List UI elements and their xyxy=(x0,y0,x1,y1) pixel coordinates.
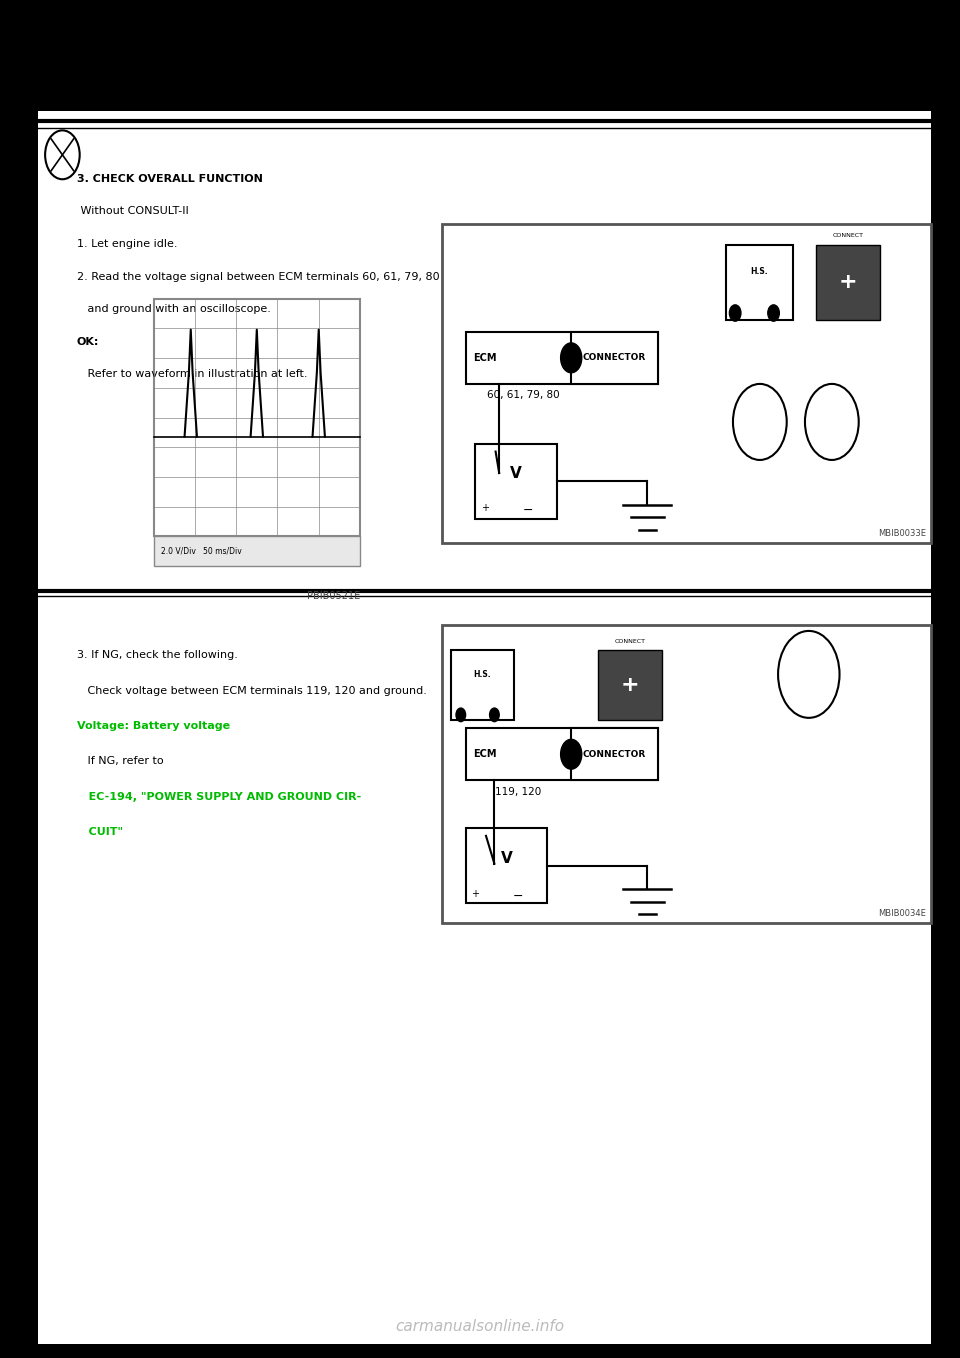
Text: 60, 61, 79, 80: 60, 61, 79, 80 xyxy=(487,391,560,401)
Text: +: + xyxy=(839,273,857,292)
Text: V: V xyxy=(500,850,513,866)
Bar xyxy=(571,331,658,383)
Text: Refer to waveform in illustration at left.: Refer to waveform in illustration at lef… xyxy=(77,369,307,379)
Text: 2.0 V/Div   50 ms/Div: 2.0 V/Div 50 ms/Div xyxy=(161,547,242,555)
Text: ECM: ECM xyxy=(473,750,496,759)
Bar xyxy=(816,244,879,320)
Text: 3. CHECK OVERALL FUNCTION: 3. CHECK OVERALL FUNCTION xyxy=(77,174,263,183)
Text: +: + xyxy=(471,888,479,899)
Circle shape xyxy=(490,708,499,721)
Bar xyxy=(154,536,360,566)
Text: CUIT": CUIT" xyxy=(77,827,123,837)
Text: MBIB0033E: MBIB0033E xyxy=(878,528,926,538)
Text: OK:: OK: xyxy=(77,337,99,346)
Bar xyxy=(154,299,360,536)
Circle shape xyxy=(561,739,582,769)
Text: 2. Read the voltage signal between ECM terminals 60, 61, 79, 80: 2. Read the voltage signal between ECM t… xyxy=(77,272,440,281)
Text: CONNECTOR: CONNECTOR xyxy=(583,353,646,363)
Text: If NG, refer to: If NG, refer to xyxy=(77,756,163,766)
Bar xyxy=(598,649,661,720)
Bar xyxy=(442,625,931,923)
Text: H.S.: H.S. xyxy=(751,266,768,276)
Text: H.S.: H.S. xyxy=(473,669,492,679)
Text: 3. If NG, check the following.: 3. If NG, check the following. xyxy=(77,650,238,660)
Text: EC-194, "POWER SUPPLY AND GROUND CIR-: EC-194, "POWER SUPPLY AND GROUND CIR- xyxy=(77,792,361,801)
Text: Check voltage between ECM terminals 119, 120 and ground.: Check voltage between ECM terminals 119,… xyxy=(77,686,426,695)
Bar xyxy=(726,244,793,320)
Text: ECM: ECM xyxy=(473,353,496,363)
Circle shape xyxy=(730,306,741,320)
Circle shape xyxy=(768,306,780,320)
Text: PBIB0521E: PBIB0521E xyxy=(307,591,360,600)
Bar xyxy=(571,728,658,779)
Text: +: + xyxy=(620,675,639,695)
Text: CONNECT: CONNECT xyxy=(614,640,645,644)
Text: and ground with an oscilloscope.: and ground with an oscilloscope. xyxy=(77,304,271,314)
Bar xyxy=(466,331,658,383)
Text: CONNECT: CONNECT xyxy=(832,234,863,239)
Circle shape xyxy=(456,708,466,721)
Text: carmanualsonline.info: carmanualsonline.info xyxy=(396,1319,564,1334)
Text: −: − xyxy=(514,889,523,903)
Text: V: V xyxy=(510,466,522,482)
Circle shape xyxy=(561,342,582,372)
Bar xyxy=(38,14,931,111)
Bar xyxy=(451,649,514,720)
Text: 119, 120: 119, 120 xyxy=(495,786,541,797)
Bar xyxy=(466,828,547,903)
Text: MBIB0034E: MBIB0034E xyxy=(878,909,926,918)
Text: −: − xyxy=(523,504,533,517)
Text: Without CONSULT-II: Without CONSULT-II xyxy=(77,206,188,216)
Bar xyxy=(442,224,931,543)
Text: Voltage: Battery voltage: Voltage: Battery voltage xyxy=(77,721,230,731)
Text: 1. Let engine idle.: 1. Let engine idle. xyxy=(77,239,178,249)
Bar xyxy=(475,444,557,519)
Bar xyxy=(466,728,658,779)
Text: CONNECTOR: CONNECTOR xyxy=(583,750,646,759)
Text: +: + xyxy=(481,502,489,513)
